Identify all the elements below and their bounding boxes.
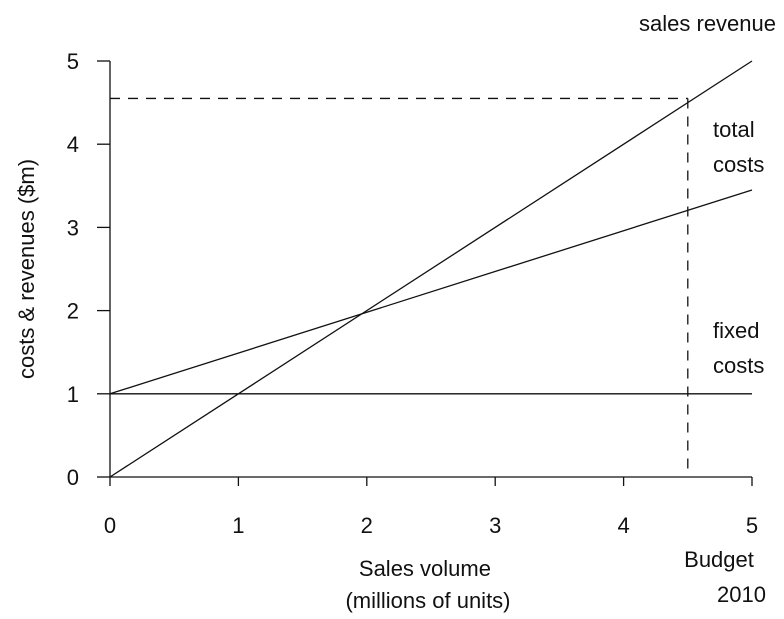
x-axis-ticks: 0 1 2 3 4 5 [104, 477, 758, 538]
sales-revenue-line [109, 60, 753, 478]
y-tick-label: 5 [67, 49, 79, 74]
y-axis-title: costs & revenues ($m) [14, 159, 39, 379]
sales-revenue-label: sales revenue [639, 11, 776, 36]
fixed-costs-label: fixed costs [713, 318, 766, 378]
total-costs-label: total costs [713, 117, 764, 177]
x-tick-label: 4 [617, 513, 629, 538]
x-tick-label: 2 [361, 513, 373, 538]
series-lines [109, 60, 753, 478]
y-tick-label: 4 [67, 132, 79, 157]
y-axis-ticks: 0 1 2 3 4 5 [67, 49, 110, 490]
y-tick-label: 3 [67, 215, 79, 240]
x-tick-label: 0 [104, 513, 116, 538]
y-tick-label: 1 [67, 382, 79, 407]
x-axis-title: Sales volume (millions of units) [345, 556, 510, 613]
y-tick-label: 2 [67, 299, 79, 324]
series-labels: sales revenue total costs fixed costs [639, 11, 776, 378]
total-costs-line [109, 189, 753, 395]
x-tick-label: 5 [746, 513, 758, 538]
x-tick-label: 3 [489, 513, 501, 538]
budget-2010-label: Budget 2010 [684, 547, 766, 607]
axes: 0 1 2 3 4 5 0 1 2 3 4 5 [67, 49, 758, 538]
y-tick-label: 0 [67, 465, 79, 490]
budget-guides [110, 97, 689, 477]
x-tick-label: 1 [232, 513, 244, 538]
